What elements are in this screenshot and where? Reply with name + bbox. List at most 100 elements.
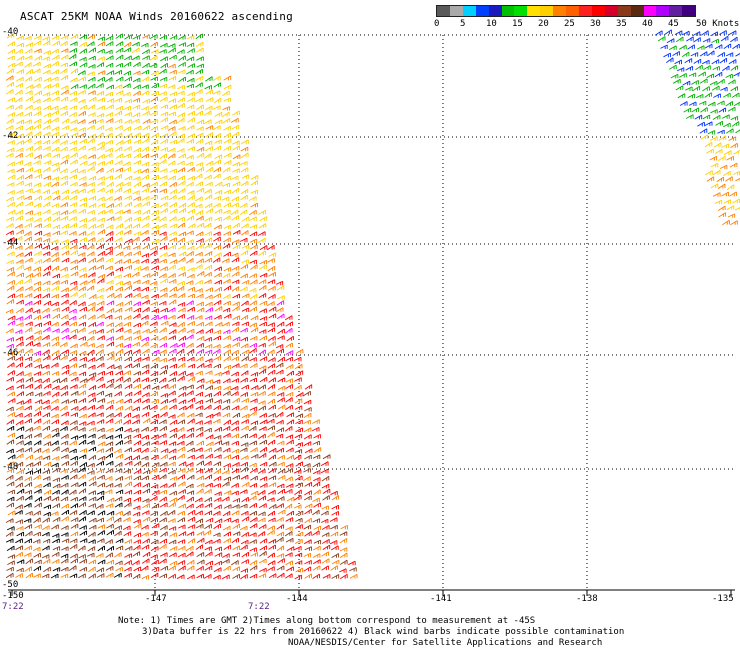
wind-barb bbox=[187, 293, 195, 298]
wind-barb bbox=[132, 349, 141, 354]
wind-barb bbox=[60, 454, 69, 459]
wind-barb bbox=[16, 174, 25, 181]
wind-barb bbox=[33, 160, 41, 165]
wind-barb bbox=[123, 497, 132, 502]
wind-barb bbox=[142, 418, 151, 424]
wind-barb bbox=[124, 460, 133, 466]
legend-tick-label: 45 bbox=[668, 19, 679, 29]
wind-barb bbox=[115, 223, 124, 229]
wind-barb bbox=[168, 552, 177, 557]
wind-barb bbox=[732, 198, 740, 204]
wind-barb bbox=[186, 503, 194, 509]
wind-barb bbox=[79, 273, 87, 278]
wind-barb bbox=[33, 106, 41, 111]
wind-barb bbox=[34, 455, 43, 461]
wind-barb bbox=[186, 348, 195, 355]
wind-barb bbox=[79, 378, 88, 383]
wind-barb bbox=[15, 316, 24, 321]
wind-barb bbox=[277, 454, 285, 460]
wind-barb bbox=[69, 127, 78, 132]
wind-barb bbox=[222, 447, 231, 453]
wind-barb bbox=[258, 285, 267, 291]
wind-barb bbox=[132, 112, 141, 118]
wind-barb bbox=[267, 425, 275, 431]
wind-barb bbox=[214, 560, 222, 566]
wind-barb bbox=[88, 322, 96, 327]
wind-barb bbox=[160, 138, 168, 145]
wind-barb bbox=[15, 356, 23, 361]
wind-barb bbox=[258, 293, 267, 299]
wind-barb bbox=[187, 516, 196, 522]
wind-barb bbox=[312, 419, 320, 424]
wind-barb bbox=[286, 496, 295, 502]
wind-barb bbox=[213, 468, 221, 475]
wind-barb bbox=[223, 237, 231, 243]
wind-barb bbox=[177, 102, 185, 109]
wind-barb bbox=[32, 98, 41, 104]
wind-barb bbox=[106, 328, 115, 334]
wind-barb bbox=[349, 574, 358, 579]
wind-barb bbox=[160, 147, 168, 152]
wind-barb bbox=[204, 336, 212, 342]
wind-barb bbox=[186, 139, 194, 144]
wind-barb bbox=[222, 426, 231, 431]
wind-barb bbox=[78, 76, 86, 82]
wind-barb bbox=[276, 392, 285, 397]
wind-barb bbox=[51, 432, 60, 438]
wind-barb bbox=[6, 285, 15, 291]
wind-barb bbox=[142, 62, 150, 69]
wind-barb bbox=[204, 264, 212, 270]
wind-barb bbox=[249, 573, 258, 579]
wind-barb bbox=[177, 293, 186, 299]
wind-barb bbox=[141, 229, 149, 236]
wind-barb bbox=[78, 363, 87, 368]
wind-barb bbox=[177, 356, 186, 362]
wind-barb bbox=[730, 142, 738, 149]
wind-barb bbox=[60, 175, 68, 180]
wind-barb bbox=[232, 161, 240, 167]
wind-barb bbox=[340, 524, 348, 530]
wind-barb bbox=[177, 133, 186, 139]
wind-barb bbox=[105, 159, 114, 165]
wind-barb bbox=[222, 215, 231, 221]
wind-barb bbox=[213, 363, 221, 369]
wind-barb bbox=[212, 538, 221, 544]
wind-barb bbox=[114, 364, 122, 370]
wind-barb bbox=[61, 411, 69, 417]
wind-barb bbox=[267, 285, 276, 291]
wind-barb bbox=[97, 559, 106, 565]
wind-barb bbox=[249, 440, 257, 445]
wind-barb bbox=[151, 90, 159, 96]
wind-barb bbox=[78, 208, 86, 214]
wind-barb bbox=[276, 313, 285, 320]
wind-barb bbox=[707, 50, 715, 57]
wind-barb bbox=[124, 251, 132, 257]
wind-barb bbox=[213, 300, 222, 306]
wind-barb bbox=[177, 375, 185, 382]
wind-barb bbox=[88, 490, 96, 495]
wind-barb bbox=[32, 342, 41, 347]
wind-barb bbox=[204, 392, 212, 398]
wind-barb bbox=[69, 363, 77, 369]
wind-barb bbox=[204, 315, 213, 320]
wind-barb bbox=[232, 474, 240, 480]
wind-barb bbox=[312, 509, 320, 516]
wind-barb bbox=[160, 125, 169, 130]
wind-barb bbox=[267, 363, 276, 369]
lon-label: -135 bbox=[712, 594, 734, 604]
wind-barb bbox=[50, 105, 59, 110]
wind-barb bbox=[105, 503, 114, 508]
wind-barb bbox=[15, 252, 24, 257]
wind-barb bbox=[186, 42, 195, 47]
wind-barb bbox=[277, 461, 285, 467]
wind-barb bbox=[663, 52, 671, 58]
wind-barb bbox=[42, 377, 50, 384]
wind-barb bbox=[204, 257, 212, 263]
wind-barb bbox=[303, 419, 311, 425]
wind-barb bbox=[5, 223, 14, 229]
wind-barb bbox=[196, 307, 205, 312]
wind-barb bbox=[124, 481, 132, 487]
wind-barb bbox=[195, 33, 203, 40]
wind-barb bbox=[60, 74, 69, 81]
wind-barb bbox=[284, 552, 293, 557]
